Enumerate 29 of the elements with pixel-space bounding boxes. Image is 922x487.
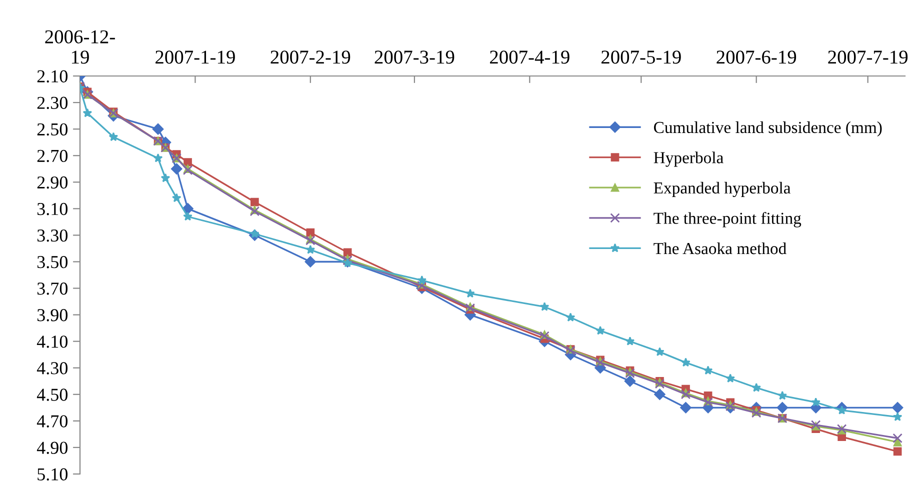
y-tick-label: 4.30: [36, 362, 68, 374]
x-tick-label: 2007-6-19: [716, 50, 796, 64]
y-tick-label: 2.10: [37, 70, 68, 83]
y-tick-label: 3.30: [37, 229, 68, 242]
y-tick-label: 3.90: [37, 309, 68, 322]
y-tick-label: 4.70: [36, 415, 68, 428]
legend-label: Hyperbola: [654, 152, 724, 167]
x-tick-label: 2007-5-19: [602, 50, 681, 64]
y-tick-label: 4.10: [36, 336, 68, 348]
y-tick-label: 3.10: [37, 202, 68, 216]
x-tick-label: 2006-12- 19: [45, 30, 115, 64]
legend-label: The three-point fitting: [654, 212, 802, 228]
y-tick-label: 3.50: [37, 256, 68, 268]
y-tick-label: 2.70: [37, 150, 68, 162]
y-tick-label: 4.90: [36, 442, 68, 454]
y-tick-label: 5.10: [38, 468, 68, 481]
x-tick-label: 2007-3-19: [374, 50, 454, 64]
x-tick-label: 2007-2-19: [270, 50, 350, 64]
legend-label: Expanded hyperbola: [654, 182, 791, 198]
legend-label: The Asaoka method: [654, 242, 786, 254]
y-tick-label: 2.50: [37, 123, 68, 136]
x-tick-label: 2007-1-19: [156, 50, 235, 64]
x-tick-label: 2007-7-19: [828, 50, 908, 64]
y-tick-label: 3.70: [37, 282, 68, 295]
y-tick-label: 2.30: [37, 96, 68, 110]
x-tick-label: 2007-4-19: [490, 50, 570, 64]
legend-label: Cumulative land subsidence (mm): [654, 121, 882, 136]
y-tick-label: 2.90: [37, 176, 68, 189]
y-tick-label: 4.50: [36, 388, 68, 401]
